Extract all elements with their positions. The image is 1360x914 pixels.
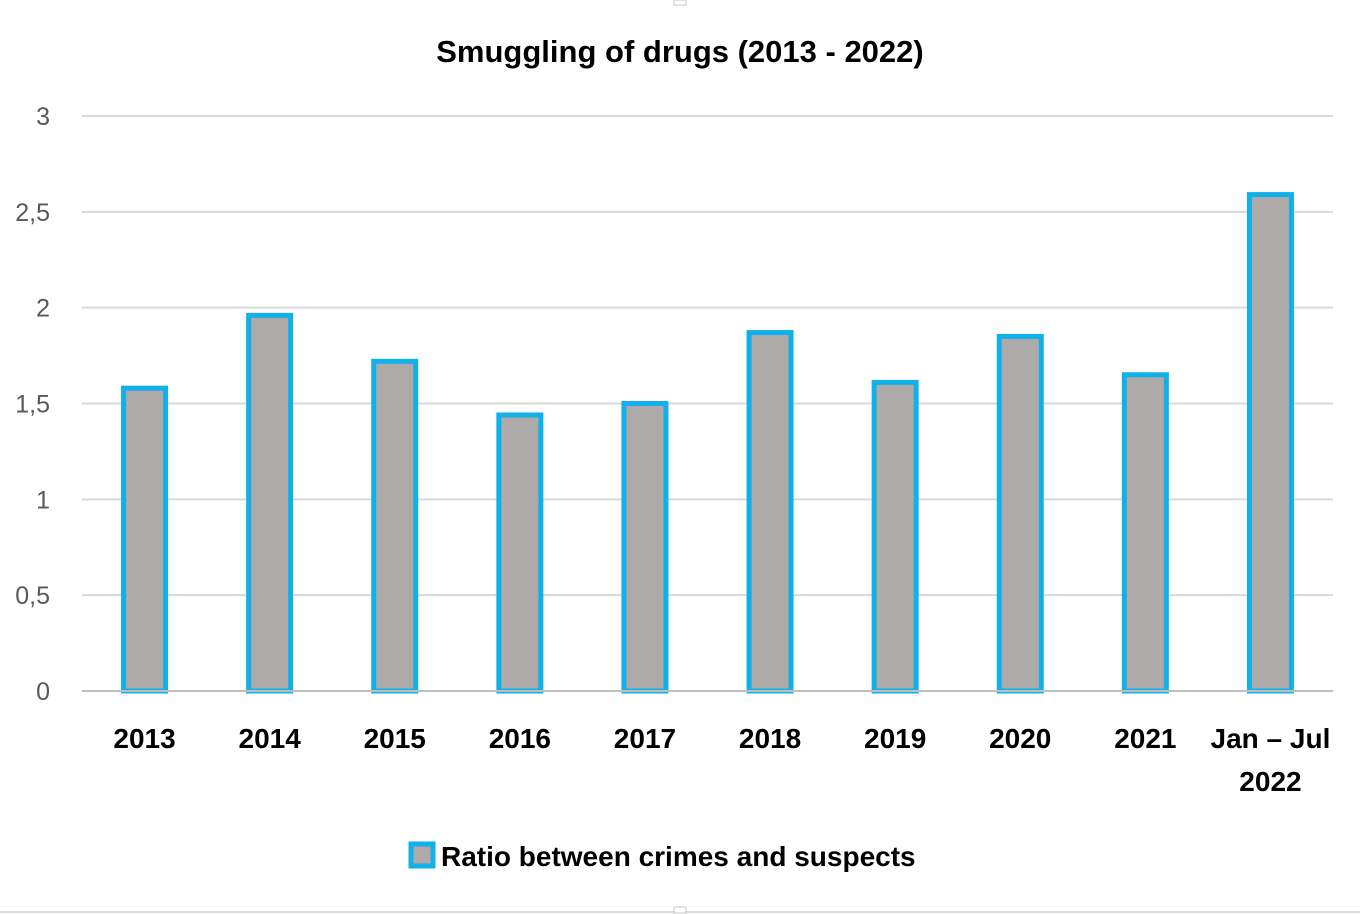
x-tick-label: 2020 <box>989 723 1051 754</box>
y-tick-label: 2 <box>36 295 50 323</box>
legend-label: Ratio between crimes and suspects <box>441 841 916 872</box>
x-tick-label: 2014 <box>239 723 302 754</box>
frame-handle-top <box>673 0 687 6</box>
x-tick-label: 2015 <box>364 723 426 754</box>
y-tick-label: 0 <box>36 678 50 706</box>
bar-jan–jul-2022 <box>1246 192 1294 694</box>
bar-2020 <box>996 333 1044 694</box>
x-tick-label: 2013 <box>113 723 175 754</box>
x-tick-label: 2021 <box>1114 723 1176 754</box>
y-tick-label: 1,5 <box>15 391 50 419</box>
x-tick-label: 2017 <box>614 723 676 754</box>
bar-2014 <box>246 312 294 694</box>
bar-2019 <box>871 379 919 694</box>
frame-handle-bottom <box>673 906 687 914</box>
chart-title: Smuggling of drugs (2013 - 2022) <box>436 34 923 69</box>
legend: Ratio between crimes and suspects <box>408 841 916 872</box>
y-tick-label: 1 <box>36 486 50 514</box>
x-tick-label: 2019 <box>864 723 926 754</box>
y-tick-label: 3 <box>36 103 50 131</box>
bar-2016 <box>496 412 544 694</box>
legend-swatch <box>408 841 436 869</box>
bars <box>121 192 1294 694</box>
bar-2013 <box>121 385 169 694</box>
y-tick-label: 0,5 <box>15 582 50 610</box>
x-tick-label: 2016 <box>489 723 551 754</box>
x-tick-label: 2022 <box>1239 766 1301 797</box>
bar-2021 <box>1121 372 1169 694</box>
bar-2018 <box>746 330 794 694</box>
y-axis-ticks: 0 0,5 1 1,5 2 2,5 3 <box>15 103 50 706</box>
y-tick-label: 2,5 <box>15 199 50 227</box>
bar-2017 <box>621 401 669 694</box>
x-axis-ticks: 2013 2014 2015 2016 2017 2018 2019 2020 2021 Jan … <box>113 723 1330 797</box>
x-tick-label: Jan – Jul <box>1211 723 1331 754</box>
x-tick-label: 2018 <box>739 723 801 754</box>
bar-2015 <box>371 358 419 694</box>
